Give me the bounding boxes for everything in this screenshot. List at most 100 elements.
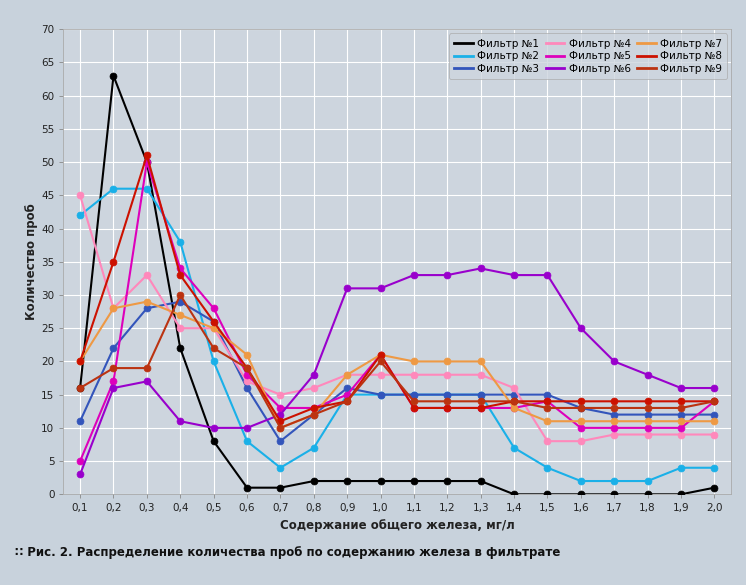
Фильтр №2 [443, 391, 452, 398]
Фильтр №3 [176, 298, 185, 305]
Фильтр №4 [209, 325, 218, 332]
Фильтр №9 [342, 398, 351, 405]
Фильтр №7 [710, 418, 719, 425]
Фильтр №4 [176, 325, 185, 332]
Фильтр №9 [710, 398, 719, 405]
Фильтр №6 [176, 418, 185, 425]
Фильтр №9 [109, 364, 118, 371]
Line: Фильтр №8: Фильтр №8 [77, 152, 718, 425]
Фильтр №3 [543, 391, 552, 398]
Фильтр №4 [376, 371, 385, 378]
Фильтр №3 [710, 411, 719, 418]
Фильтр №4 [609, 431, 618, 438]
Фильтр №1 [142, 159, 151, 166]
Фильтр №8 [609, 398, 618, 405]
Line: Фильтр №5: Фильтр №5 [77, 159, 718, 464]
Фильтр №5 [310, 404, 319, 411]
Фильтр №8 [643, 398, 652, 405]
Фильтр №9 [443, 398, 452, 405]
Фильтр №2 [75, 212, 84, 219]
Фильтр №7 [577, 418, 586, 425]
Фильтр №4 [543, 438, 552, 445]
Фильтр №6 [75, 471, 84, 478]
Фильтр №9 [242, 364, 251, 371]
Фильтр №7 [376, 351, 385, 358]
X-axis label: Содержание общего железа, мг/л: Содержание общего железа, мг/л [280, 519, 515, 532]
Фильтр №8 [577, 398, 586, 405]
Фильтр №2 [342, 391, 351, 398]
Фильтр №4 [276, 391, 285, 398]
Y-axis label: Количество проб: Количество проб [25, 204, 38, 320]
Фильтр №6 [677, 384, 686, 391]
Фильтр №2 [276, 464, 285, 472]
Фильтр №7 [510, 404, 518, 411]
Фильтр №5 [109, 378, 118, 385]
Фильтр №4 [677, 431, 686, 438]
Фильтр №3 [376, 391, 385, 398]
Фильтр №5 [443, 404, 452, 411]
Line: Фильтр №2: Фильтр №2 [77, 185, 718, 484]
Фильтр №3 [643, 411, 652, 418]
Фильтр №9 [643, 404, 652, 411]
Фильтр №1 [577, 491, 586, 498]
Фильтр №2 [577, 477, 586, 484]
Фильтр №4 [710, 431, 719, 438]
Фильтр №6 [242, 424, 251, 431]
Фильтр №9 [543, 404, 552, 411]
Фильтр №3 [443, 391, 452, 398]
Фильтр №3 [577, 404, 586, 411]
Фильтр №7 [75, 358, 84, 365]
Фильтр №1 [677, 491, 686, 498]
Фильтр №5 [176, 265, 185, 272]
Фильтр №7 [176, 311, 185, 318]
Фильтр №2 [109, 185, 118, 192]
Фильтр №2 [310, 445, 319, 452]
Line: Фильтр №6: Фильтр №6 [77, 265, 718, 478]
Фильтр №8 [276, 418, 285, 425]
Фильтр №2 [643, 477, 652, 484]
Фильтр №4 [643, 431, 652, 438]
Фильтр №8 [109, 259, 118, 266]
Фильтр №8 [476, 404, 485, 411]
Фильтр №3 [109, 345, 118, 352]
Фильтр №5 [376, 351, 385, 358]
Фильтр №5 [677, 424, 686, 431]
Фильтр №5 [242, 371, 251, 378]
Legend: Фильтр №1, Фильтр №2, Фильтр №3, Фильтр №4, Фильтр №5, Фильтр №6, Фильтр №7, Фил: Фильтр №1, Фильтр №2, Фильтр №3, Фильтр … [449, 33, 727, 79]
Фильтр №2 [176, 238, 185, 245]
Фильтр №7 [310, 411, 319, 418]
Фильтр №7 [609, 418, 618, 425]
Фильтр №6 [310, 371, 319, 378]
Фильтр №5 [577, 424, 586, 431]
Фильтр №2 [710, 464, 719, 472]
Фильтр №5 [410, 404, 419, 411]
Фильтр №3 [342, 384, 351, 391]
Фильтр №6 [142, 378, 151, 385]
Фильтр №4 [75, 192, 84, 199]
Фильтр №4 [476, 371, 485, 378]
Фильтр №4 [342, 371, 351, 378]
Line: Фильтр №3: Фильтр №3 [77, 298, 718, 445]
Фильтр №5 [342, 391, 351, 398]
Фильтр №1 [410, 477, 419, 484]
Фильтр №2 [209, 358, 218, 365]
Фильтр №1 [476, 477, 485, 484]
Line: Фильтр №1: Фильтр №1 [77, 73, 718, 498]
Фильтр №7 [443, 358, 452, 365]
Фильтр №8 [176, 271, 185, 278]
Фильтр №1 [310, 477, 319, 484]
Фильтр №8 [75, 358, 84, 365]
Фильтр №2 [410, 391, 419, 398]
Фильтр №6 [342, 285, 351, 292]
Фильтр №3 [242, 384, 251, 391]
Фильтр №9 [310, 411, 319, 418]
Фильтр №1 [276, 484, 285, 491]
Фильтр №8 [410, 404, 419, 411]
Фильтр №2 [376, 391, 385, 398]
Фильтр №3 [75, 418, 84, 425]
Фильтр №1 [643, 491, 652, 498]
Фильтр №1 [342, 477, 351, 484]
Text: ∷ Рис. 2. Распределение количества проб по содержанию железа в фильтрате: ∷ Рис. 2. Распределение количества проб … [15, 546, 560, 559]
Фильтр №9 [176, 291, 185, 298]
Фильтр №1 [543, 491, 552, 498]
